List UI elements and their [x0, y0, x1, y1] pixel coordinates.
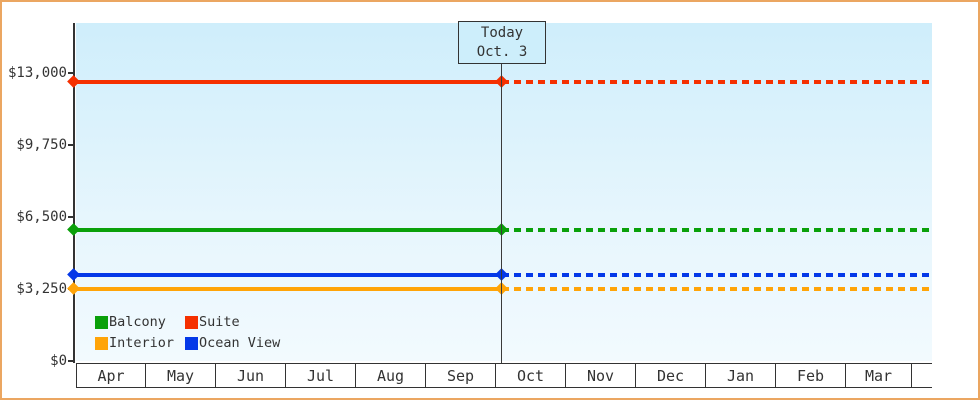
series-line-dashed-suite [502, 80, 932, 84]
legend-item-balcony: Balcony [95, 315, 185, 329]
month-label: Jun [236, 366, 265, 385]
month-cell-mar: Mar [846, 364, 912, 387]
x-axis-band: Apr May Jun Jul Aug Sep Oct Nov Dec Jan Feb Mar [76, 363, 932, 388]
month-label: Oct [516, 366, 545, 385]
today-line [501, 63, 502, 363]
month-label: Jul [306, 366, 335, 385]
series-line-solid-suite [76, 80, 502, 84]
month-cell-feb: Feb [776, 364, 846, 387]
series-line-dashed-interior [502, 287, 932, 291]
legend-label-suite: Suite [199, 314, 240, 330]
month-cell-may: May [146, 364, 216, 387]
today-label-line2: Oct. 3 [476, 44, 528, 60]
month-cell-dec: Dec [636, 364, 706, 387]
month-cell-sep: Sep [426, 364, 496, 387]
today-label-line1: Today [480, 25, 524, 41]
month-cell-apr: Apr [76, 364, 146, 387]
month-cell-empty [912, 364, 932, 387]
today-label-box: Today Oct. 3 [458, 21, 546, 64]
series-line-dashed-ocean-view [502, 273, 932, 277]
legend-label-ocean-view: Ocean View [199, 335, 281, 351]
series-line-solid-ocean-view [76, 273, 502, 277]
legend-label-balcony: Balcony [109, 314, 166, 330]
series-line-solid-interior [76, 287, 502, 291]
legend-label-interior: Interior [109, 335, 175, 351]
legend-item-suite: Suite [185, 315, 280, 329]
legend-swatch-interior [95, 336, 108, 350]
month-label: Apr [97, 366, 125, 385]
legend-swatch-balcony [95, 315, 108, 329]
legend-item-ocean-view: Ocean View [185, 336, 280, 350]
y-tick-mark [68, 216, 75, 218]
month-cell-jun: Jun [216, 364, 286, 387]
y-axis-line [73, 23, 75, 363]
legend-swatch-ocean-view [185, 336, 198, 350]
y-tick-mark [68, 72, 75, 74]
month-cell-aug: Aug [356, 364, 426, 387]
legend: Balcony Suite Interior Ocean View [95, 315, 280, 350]
y-tick-mark [68, 360, 75, 362]
month-label: Nov [586, 366, 615, 385]
y-tick-label: $6,500 [16, 209, 67, 225]
plot-area [76, 23, 932, 361]
month-label: Aug [376, 366, 405, 385]
month-label: Jan [726, 366, 755, 385]
series-line-solid-balcony [76, 228, 502, 232]
y-tick-label: $13,000 [7, 65, 67, 81]
y-tick-label: $0 [50, 353, 67, 369]
month-label: Sep [446, 366, 475, 385]
month-label: Mar [864, 366, 893, 385]
legend-swatch-suite [185, 315, 198, 329]
series-line-dashed-balcony [502, 228, 932, 232]
month-cell-jan: Jan [706, 364, 776, 387]
month-cell-jul: Jul [286, 364, 356, 387]
y-tick-mark [68, 144, 75, 146]
month-label: Feb [796, 366, 825, 385]
month-cell-oct: Oct [496, 364, 566, 387]
month-label: May [166, 366, 195, 385]
month-cell-nov: Nov [566, 364, 636, 387]
y-tick-label: $3,250 [16, 281, 67, 297]
month-label: Dec [656, 366, 685, 385]
y-tick-label: $9,750 [16, 137, 67, 153]
legend-item-interior: Interior [95, 336, 185, 350]
